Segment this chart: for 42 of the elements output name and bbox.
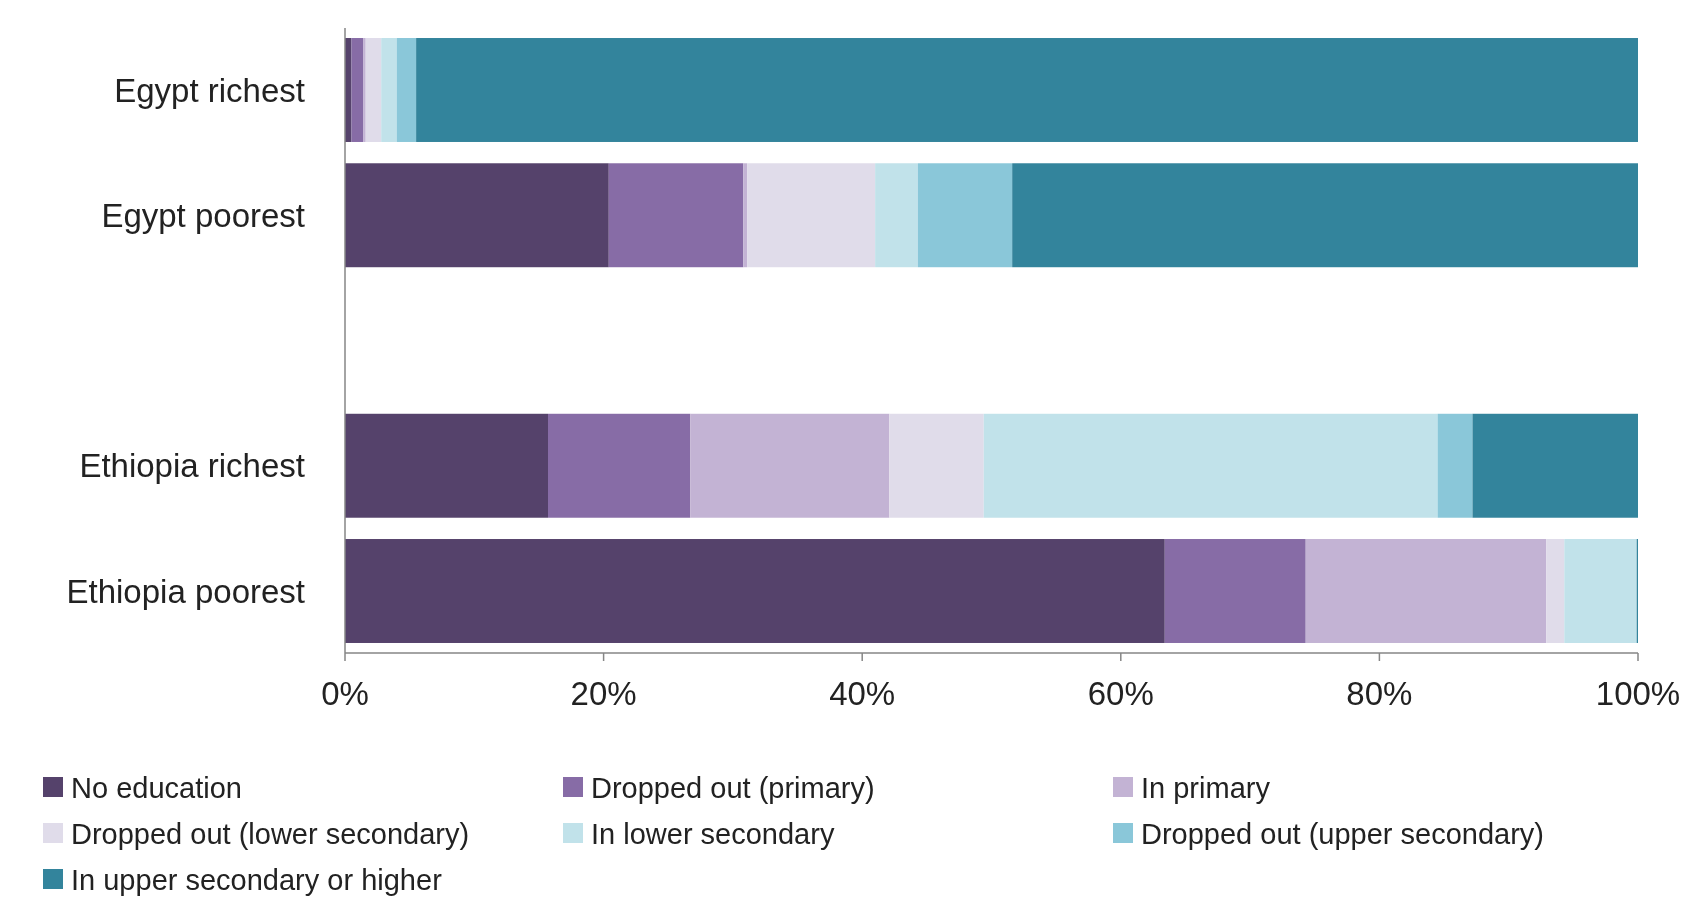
bar [983,413,1438,518]
bar [608,163,744,268]
bar [381,38,397,142]
x-tick-label: 0% [321,675,369,712]
bar [747,163,876,268]
bar [345,413,548,518]
y-tick-label: Ethiopia poorest [66,572,305,610]
bar [690,413,890,518]
x-tick-label: 80% [1346,675,1413,712]
legend-label: In upper secondary or higher [71,864,443,897]
bar [1472,413,1638,518]
bar [396,38,417,142]
legend-label: Dropped out (lower secondary) [71,818,470,851]
legend-label: Dropped out (primary) [591,772,875,805]
bar [743,163,748,268]
y-tick-label: Ethiopia richest [79,447,305,485]
bar [917,163,1013,268]
bar [363,38,366,142]
bar [548,413,691,518]
x-tick-label: 100% [1595,675,1681,712]
bar [889,413,984,518]
y-tick-label: Egypt poorest [101,196,305,234]
bar [416,38,1639,142]
bar [1564,539,1637,643]
bar [1546,539,1565,643]
x-tick-label: 40% [829,675,896,712]
bar [1012,163,1638,268]
legend-label: In primary [1141,772,1271,805]
legend-label: No education [71,772,242,805]
legend-label: In lower secondary [591,818,835,851]
bar [1437,413,1473,518]
bar [351,38,364,142]
bar [345,539,1165,643]
y-tick-label: Egypt richest [114,71,305,109]
x-tick-label: 20% [570,675,637,712]
x-tick-label: 60% [1087,675,1154,712]
bar [1305,539,1547,643]
bar [365,38,382,142]
bar [345,163,609,268]
legend-label: Dropped out (upper secondary) [1141,818,1545,851]
bar [1164,539,1306,643]
bar [875,163,918,268]
